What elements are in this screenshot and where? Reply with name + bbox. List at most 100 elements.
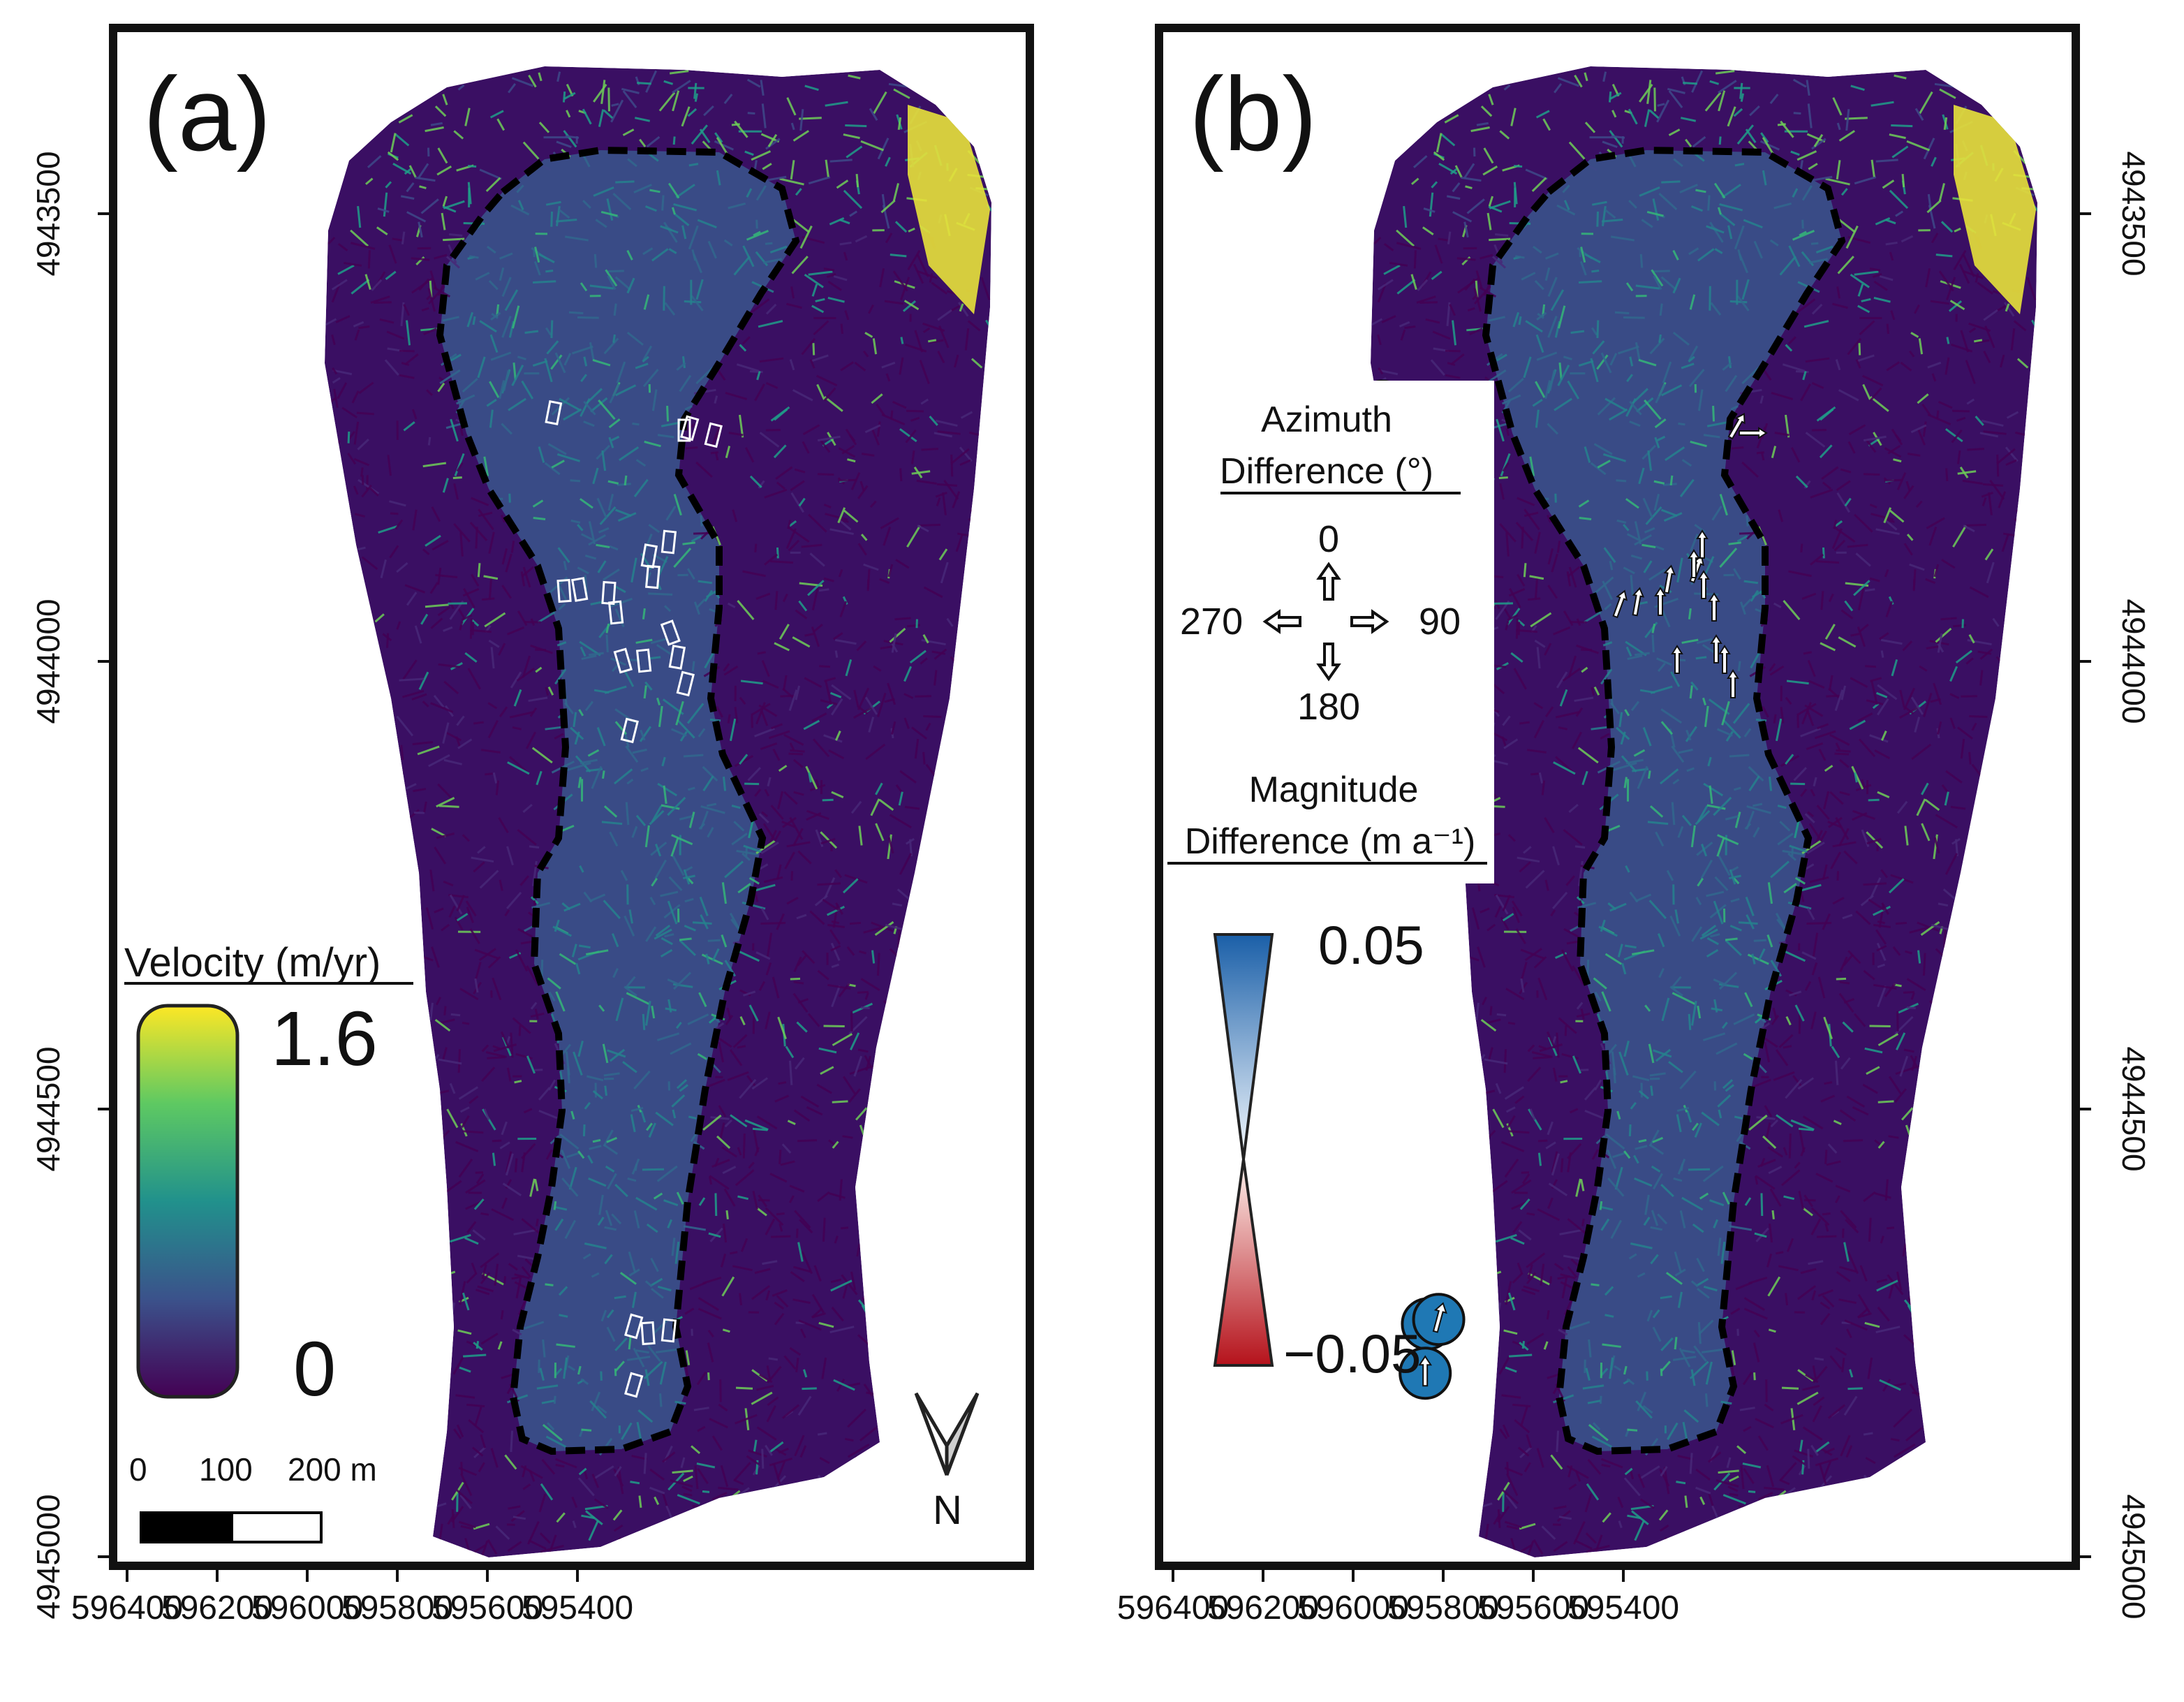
velocity-legend-title: Velocity (m/yr)	[124, 940, 381, 985]
direction-arrow-icon	[1718, 645, 1731, 674]
glacier-outline-b	[1482, 146, 1846, 1455]
observation-box	[645, 564, 661, 589]
magnitude-negative-wedge	[1213, 1159, 1274, 1367]
north-arrow-label: N	[933, 1488, 962, 1533]
observation-box	[545, 399, 563, 425]
panel-b-label: (b)	[1189, 55, 1317, 173]
observation-box	[676, 670, 695, 697]
legend-box	[1162, 381, 1494, 883]
scale-bar-white	[230, 1511, 323, 1543]
magnitude-min-label: −0.05	[1283, 1323, 1421, 1384]
scale-bar: 0 100 200 m	[129, 1451, 377, 1543]
observation-boxes-a	[545, 399, 723, 1398]
observation-box	[570, 577, 589, 602]
x-tick-label: 596400	[71, 1590, 183, 1627]
x-tick-label: 595800	[341, 1590, 453, 1627]
difference-marker	[1412, 1293, 1466, 1347]
north-arrow-right	[945, 1392, 980, 1476]
y-tick-label-right: 4945000	[2116, 1494, 2152, 1619]
direction-arrow-icon	[1727, 413, 1746, 440]
direction-arrow-icon	[1739, 427, 1768, 439]
velocity-min-label: 0	[293, 1326, 336, 1412]
observation-box	[640, 1321, 656, 1346]
x-tick-label: 596000	[251, 1590, 363, 1627]
magnitude-colorbar: 0.05 −0.05	[1213, 914, 1424, 1384]
velocity-max-label: 1.6	[271, 996, 378, 1082]
direction-arrow-icon	[1727, 669, 1739, 698]
x-tick-label: 596400	[1117, 1590, 1229, 1627]
scale-label-200: 200 m	[288, 1451, 377, 1488]
observation-box	[661, 1318, 677, 1343]
observation-box	[624, 1372, 644, 1398]
y-tick-label-left: 4944000	[30, 599, 66, 724]
arrow-down-icon	[1316, 643, 1341, 682]
observation-box	[704, 422, 723, 448]
glacier-velocity-field-b	[1371, 66, 2037, 1557]
scale-label-0: 0	[129, 1451, 147, 1488]
azimuth-arrows	[1262, 562, 1389, 682]
magnitude-title-1: Magnitude	[1249, 770, 1419, 810]
direction-arrow-icon	[1688, 549, 1700, 578]
velocity-colorbar	[136, 1004, 239, 1399]
scale-label-100: 100	[199, 1451, 253, 1488]
panel-a: (a) Velocity (m/yr) 1.6 0 0 100 200 m N	[109, 24, 1034, 1570]
panel-b: Azimuth Difference (°) 0 90 180 270 Magn…	[1155, 24, 2080, 1570]
difference-marker	[1399, 1347, 1452, 1400]
direction-arrow-icon	[1671, 645, 1683, 674]
panel-a-frame	[109, 24, 1034, 1570]
x-tick-label: 596200	[161, 1590, 273, 1627]
observation-box	[668, 645, 686, 670]
observation-box	[677, 418, 691, 442]
glacier-outline-a	[436, 146, 800, 1455]
direction-arrow-icon	[1418, 1355, 1433, 1387]
panel-b-frame	[1155, 24, 2080, 1570]
magnitude-legend: Magnitude Difference (m a⁻¹)	[1167, 770, 1487, 865]
y-tick-label-left: 4943500	[30, 151, 66, 276]
observation-box	[620, 717, 639, 744]
observation-box	[556, 578, 572, 603]
x-tick-label: 595800	[1387, 1590, 1499, 1627]
observation-box	[601, 580, 617, 606]
azimuth-legend: Azimuth Difference (°) 0 90 180 270	[1180, 399, 1461, 728]
direction-arrow-icon	[1654, 587, 1667, 616]
y-tick-label-left: 4944500	[30, 1046, 66, 1171]
x-tick-label: 595600	[431, 1590, 543, 1627]
panel-a-label: (a)	[143, 55, 271, 173]
direction-arrow-icon	[1696, 529, 1709, 559]
y-tick-label-right: 4944500	[2116, 1046, 2152, 1171]
observation-box	[635, 648, 652, 673]
observation-box	[661, 529, 677, 555]
direction-arrow-icon	[1708, 592, 1720, 622]
azimuth-north: 0	[1318, 518, 1339, 560]
y-tick-label-right: 4944000	[2116, 599, 2152, 724]
magnitude-positive-wedge	[1213, 933, 1274, 1160]
direction-arrow-icon	[1432, 1302, 1447, 1333]
direction-arrow-icon	[1710, 634, 1722, 663]
arrow-up-icon	[1316, 562, 1341, 601]
x-tick-label: 596200	[1207, 1590, 1319, 1627]
x-tick-label: 595600	[1477, 1590, 1589, 1627]
arrow-left-icon	[1262, 609, 1301, 634]
direction-arrow-icon	[1697, 570, 1710, 599]
observation-box	[613, 647, 633, 674]
arrow-right-icon	[1350, 609, 1389, 634]
x-tick-label: 595400	[522, 1590, 633, 1627]
azimuth-south: 180	[1297, 686, 1360, 728]
velocity-field-layer-a	[325, 66, 991, 1557]
velocity-field-layer-b	[1371, 66, 2037, 1557]
x-tick-label: 596000	[1297, 1590, 1409, 1627]
magnitude-max-label: 0.05	[1318, 914, 1424, 976]
observation-box	[660, 619, 681, 646]
glacier-velocity-field-a	[325, 66, 991, 1557]
north-arrow: N	[914, 1392, 980, 1533]
direction-arrow-icon	[1663, 564, 1676, 594]
magnitude-title-2: Difference (m a⁻¹)	[1185, 821, 1476, 862]
direction-arrow-icon	[1632, 587, 1645, 617]
observation-box	[607, 600, 624, 625]
scale-bar-black	[140, 1511, 233, 1543]
observation-box	[680, 415, 700, 441]
y-tick-label-right: 4943500	[2116, 151, 2152, 276]
azimuth-east: 90	[1419, 601, 1461, 643]
